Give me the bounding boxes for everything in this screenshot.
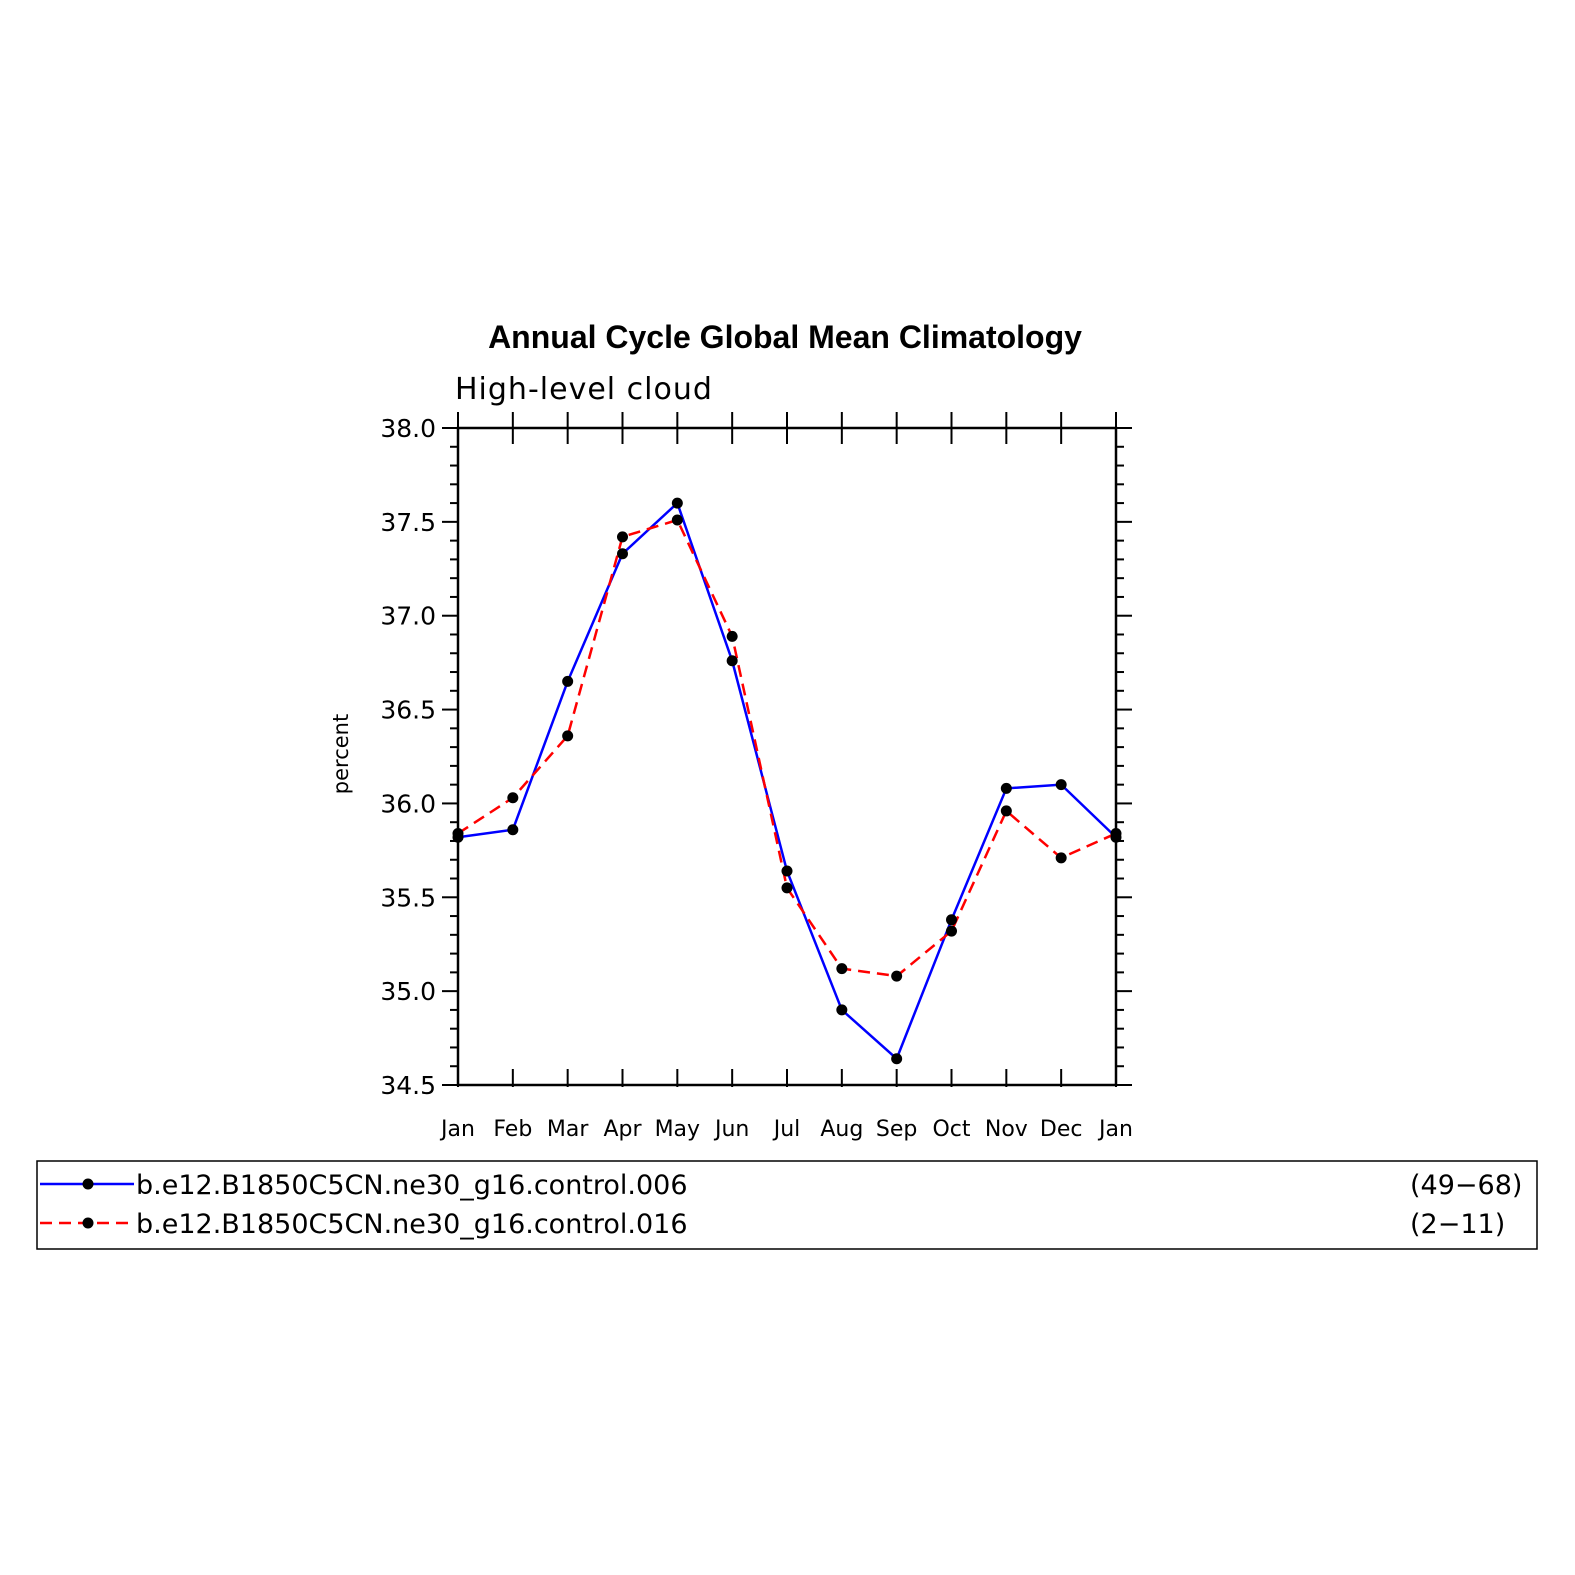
series-line-1 (457, 500, 1117, 1061)
legend-sample-series-2 (40, 1217, 134, 1229)
x-tick-label: May (655, 1117, 700, 1142)
x-tick-label: Mar (547, 1117, 589, 1142)
y-axis-label: percent (329, 714, 353, 794)
data-point-series-2 (836, 963, 848, 975)
data-point-series-2 (726, 630, 738, 642)
series-lines (457, 500, 1117, 1061)
data-point-series-1 (891, 1053, 903, 1065)
y-tick-label: 37.0 (380, 602, 436, 631)
y-tick-label: 34.5 (380, 1071, 436, 1100)
data-point-series-1 (781, 865, 793, 877)
data-point-series-1 (562, 675, 574, 687)
data-point-series-2 (781, 882, 793, 894)
legend-marker-series-1 (82, 1178, 94, 1190)
x-tick-label: Oct (932, 1117, 970, 1142)
data-point-series-1 (671, 497, 683, 509)
x-tick-label: Aug (820, 1117, 863, 1142)
data-point-series-2 (946, 925, 957, 937)
series-markers (452, 497, 1122, 1065)
data-point-series-2 (1000, 805, 1012, 817)
y-tick-label: 35.0 (380, 977, 436, 1006)
plot-frame (456, 426, 1118, 1087)
data-point-series-1 (946, 914, 957, 926)
y-tick-labels: 34.5 35.0 35.5 36.0 36.5 37.0 37.5 38.0 (380, 414, 436, 1100)
x-tick-label: Jan (1097, 1117, 1133, 1142)
legend-years-series-2: (2−11) (1410, 1209, 1505, 1240)
y-tick-label: 37.5 (380, 508, 436, 537)
legend-label-series-1: b.e12.B1850C5CN.ne30_g16.control.006 (136, 1170, 688, 1201)
x-tick-labels: Jan Feb Mar Apr May Jun Jul Aug Sep Oct Nov Dec Jan (439, 1117, 1133, 1142)
legend-label-series-2: b.e12.B1850C5CN.ne30_g16.control.016 (136, 1209, 688, 1240)
legend-sample-series-1 (40, 1178, 134, 1190)
data-point-series-1 (1000, 782, 1012, 794)
data-point-series-1 (836, 1004, 848, 1016)
series-line-2 (457, 518, 1117, 978)
x-tick-label: Sep (876, 1117, 917, 1142)
legend: b.e12.B1850C5CN.ne30_g16.control.006 b.e… (36, 1160, 1538, 1250)
y-tick-label: 36.5 (380, 696, 436, 725)
data-point-series-1 (1055, 779, 1067, 791)
y-tick-label: 35.5 (380, 883, 436, 912)
axis-ticks (442, 412, 1132, 1087)
data-point-series-2 (891, 970, 903, 982)
data-point-series-2 (671, 514, 683, 526)
x-tick-label: Jul (772, 1117, 801, 1142)
data-point-series-1 (507, 824, 519, 836)
x-tick-label: Feb (493, 1117, 532, 1142)
data-point-series-2 (617, 531, 628, 543)
data-point-series-1 (726, 655, 738, 667)
legend-box (36, 1160, 1538, 1250)
chart-subtitle: High-level cloud (455, 372, 713, 407)
data-point-series-1 (617, 548, 628, 560)
data-point-series-2 (562, 730, 574, 742)
x-tick-label: Jun (713, 1117, 749, 1142)
x-tick-label: Nov (985, 1117, 1028, 1142)
chart-title: Annual Cycle Global Mean Climatology (488, 319, 1082, 355)
x-tick-label: Apr (603, 1117, 642, 1142)
legend-years-series-1: (49−68) (1410, 1170, 1522, 1201)
data-point-series-2 (1055, 852, 1067, 864)
x-tick-label: Dec (1040, 1117, 1083, 1142)
x-tick-label: Jan (439, 1117, 475, 1142)
data-point-series-2 (507, 792, 519, 804)
y-tick-label: 36.0 (380, 789, 436, 818)
legend-marker-series-2 (82, 1217, 94, 1229)
y-tick-label: 38.0 (380, 414, 436, 443)
